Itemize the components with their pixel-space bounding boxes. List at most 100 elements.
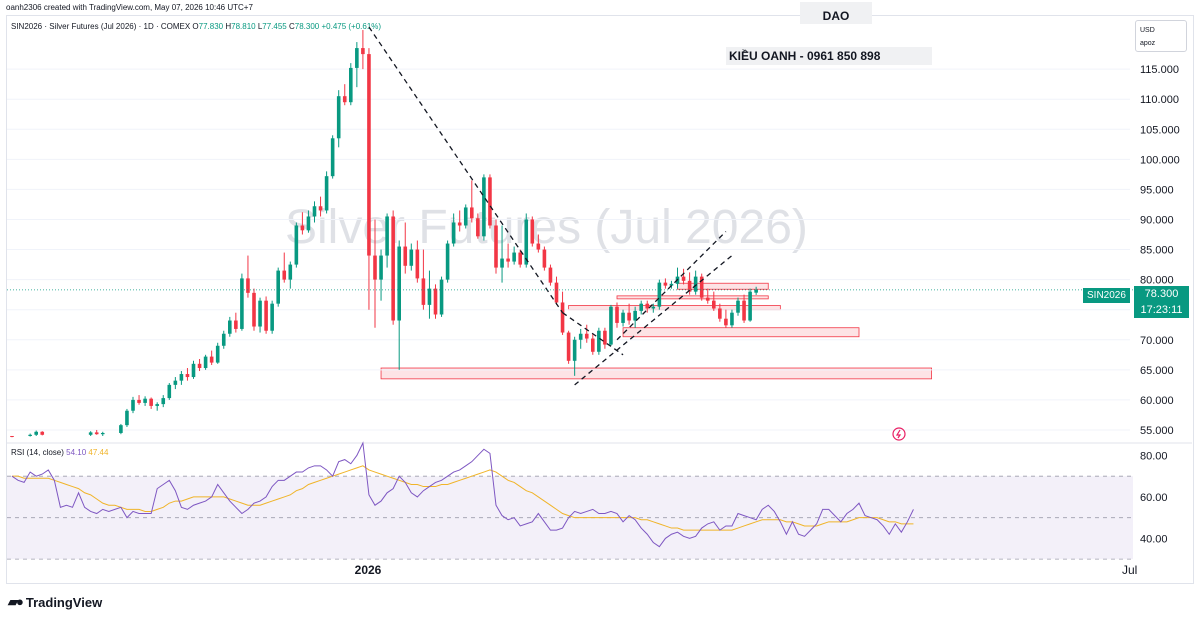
candle-body <box>161 398 166 405</box>
candle-body <box>687 280 692 292</box>
candle-body <box>355 48 359 68</box>
dashed-trendline <box>562 312 624 356</box>
candle-body <box>10 435 14 437</box>
candle-body <box>627 312 631 321</box>
candle-body <box>306 216 311 231</box>
candle-body <box>270 303 274 331</box>
candle-body <box>228 320 232 334</box>
dashed-trendline <box>616 231 727 341</box>
symbol-price-tag: SIN2026 <box>1083 288 1130 303</box>
candle-body <box>699 276 704 298</box>
candle-body <box>669 283 674 286</box>
support-zone-rect <box>616 295 769 300</box>
candle-body <box>663 282 668 286</box>
currency-label: USD <box>1140 27 1155 34</box>
candle-body <box>506 258 510 262</box>
candle-body <box>482 177 486 237</box>
candle-body <box>373 255 377 280</box>
candle-body <box>560 302 565 333</box>
candle-body <box>143 398 147 403</box>
bar-countdown: 17:23:11 <box>1140 304 1183 316</box>
dashed-trendline <box>574 255 733 386</box>
low-label: L <box>257 22 263 31</box>
candle-body <box>258 300 262 327</box>
price-tick-label: 100.000 <box>1140 154 1180 166</box>
price-tick-label: 115.000 <box>1140 64 1179 76</box>
candle-body <box>657 282 662 307</box>
candle-body <box>288 264 293 280</box>
candle-body <box>397 246 401 321</box>
price-tick-label: 80.000 <box>1140 275 1174 287</box>
candle-body <box>421 278 426 305</box>
candle-body <box>330 138 335 177</box>
flash-icon[interactable] <box>892 427 906 441</box>
tradingview-logo-icon: ▰● <box>8 594 24 609</box>
candle-body <box>718 308 722 319</box>
clipped-text-label[interactable]: DAO <box>800 2 872 24</box>
candle-body <box>294 225 299 265</box>
time-tick-label: 2026 <box>355 563 382 577</box>
candle-body <box>119 425 123 433</box>
high-label: H <box>225 22 232 31</box>
candle-body <box>197 363 202 369</box>
candle-body <box>94 432 99 435</box>
candle-body <box>591 338 595 352</box>
support-zones <box>380 282 932 380</box>
currency-unit-selector[interactable]: USD apoz <box>1135 20 1187 52</box>
time-tick-label: Jul <box>1122 563 1137 577</box>
candle-body <box>488 177 492 226</box>
candle-body <box>742 300 746 321</box>
candle-body <box>349 67 353 103</box>
candle-body <box>427 288 432 305</box>
price-tick-label: 85.000 <box>1140 245 1174 257</box>
candle-body <box>584 333 589 339</box>
candle-body <box>100 432 105 435</box>
candle-body <box>415 249 420 279</box>
rsi-value: 54.10 <box>66 448 87 457</box>
candle-body <box>234 320 238 329</box>
candle-body <box>209 356 214 363</box>
candle-body <box>724 318 728 326</box>
candle-body <box>203 356 208 369</box>
rsi-title: RSI (14, close) <box>11 448 64 457</box>
candle-body <box>500 258 504 268</box>
candle-body <box>615 306 619 323</box>
support-zone-rect <box>380 367 932 380</box>
candle-body <box>445 243 450 280</box>
candle-body <box>125 410 129 426</box>
candle-body <box>276 270 280 304</box>
candle-body <box>179 374 184 381</box>
candle-body <box>512 252 516 262</box>
symbol-watermark: Silver Futures (Jul 2026) <box>285 201 808 254</box>
candle-body <box>246 278 250 293</box>
candle-body <box>342 96 347 103</box>
author-text-label[interactable]: KIỀU OANH - 0961 850 898 <box>726 47 932 65</box>
candle-body <box>645 303 650 309</box>
symbol-legend[interactable]: SIN2026 · Silver Futures (Jul 2026) · 1D… <box>11 22 381 31</box>
rsi-tick-label: 80.00 <box>1140 450 1168 462</box>
candle-body <box>409 249 414 266</box>
logo-text: TradingView <box>25 594 103 610</box>
tradingview-logo[interactable]: ▰● TradingView <box>8 594 102 610</box>
candle-body <box>621 312 625 323</box>
candle-body <box>137 399 141 403</box>
candle-body <box>530 219 535 244</box>
rsi-legend[interactable]: RSI (14, close) 54.10 47.44 <box>11 448 108 457</box>
candle-body <box>312 206 317 217</box>
candle-body <box>518 252 522 265</box>
candle-body <box>167 384 172 399</box>
candle-body <box>367 54 371 256</box>
open-label: O <box>192 22 199 31</box>
candle-body <box>633 310 637 321</box>
price-tick-label: 95.000 <box>1140 184 1174 196</box>
candle-body <box>554 282 559 303</box>
candle-body <box>494 225 498 268</box>
candle-body <box>131 399 135 411</box>
candle-body <box>476 218 480 237</box>
close-value: 78.300 <box>294 22 320 31</box>
candle-body <box>439 279 444 315</box>
price-tick-label: 60.000 <box>1140 395 1174 407</box>
candle-body <box>173 380 178 385</box>
rsi-tick-label: 40.00 <box>1140 533 1168 545</box>
